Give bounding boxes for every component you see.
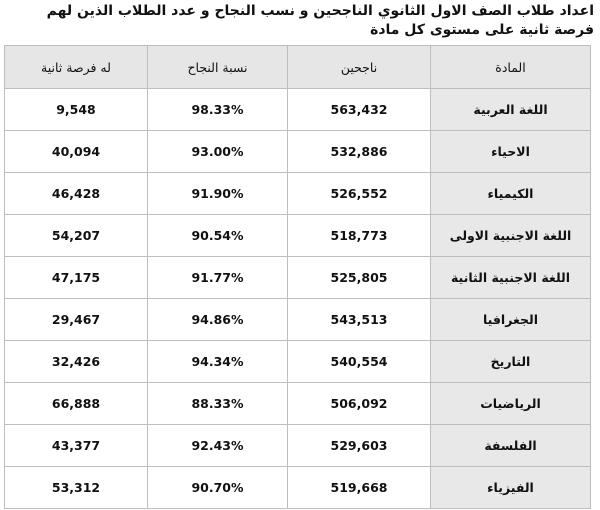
- table-row: اللغة العربية 563,432 98.33% 9,548: [4, 88, 591, 131]
- value-cell: 32,426: [4, 340, 148, 383]
- value-cell: 90.70%: [147, 466, 288, 509]
- value-cell: 29,467: [4, 298, 148, 341]
- value-cell: 91.90%: [147, 172, 288, 215]
- results-table: المادة ناجحين نسبة النجاح له فرصة ثانية الل…: [4, 45, 591, 509]
- value-cell: 540,554: [287, 340, 431, 383]
- subject-cell: التاريخ: [430, 340, 591, 383]
- subject-cell: الرياضيات: [430, 382, 591, 425]
- subject-cell: الفيزياء: [430, 466, 591, 509]
- table-row: الكيمياء 526,552 91.90% 46,428: [4, 172, 591, 215]
- value-cell: 46,428: [4, 172, 148, 215]
- value-cell: 543,513: [287, 298, 431, 341]
- value-cell: 525,805: [287, 256, 431, 299]
- value-cell: 47,175: [4, 256, 148, 299]
- value-cell: 91.77%: [147, 256, 288, 299]
- value-cell: 519,668: [287, 466, 431, 509]
- table-row: الفيزياء 519,668 90.70% 53,312: [4, 466, 591, 509]
- title: اعداد طلاب الصف الاول الثانوي الناجحين و…: [46, 3, 594, 38]
- value-cell: 53,312: [4, 466, 148, 509]
- value-cell: 90.54%: [147, 214, 288, 257]
- value-cell: 532,886: [287, 130, 431, 173]
- value-cell: 54,207: [4, 214, 148, 257]
- subject-cell: اللغة الاجنبية الثانية: [430, 256, 591, 299]
- value-cell: 88.33%: [147, 382, 288, 425]
- table-body: اللغة العربية 563,432 98.33% 9,548 الاحياء 53…: [4, 88, 591, 509]
- value-cell: 94.86%: [147, 298, 288, 341]
- column-header: له فرصة ثانية: [4, 45, 148, 89]
- value-cell: 43,377: [4, 424, 148, 467]
- value-cell: 506,092: [287, 382, 431, 425]
- value-cell: 66,888: [4, 382, 148, 425]
- column-header: المادة: [430, 45, 591, 89]
- header-row: المادة ناجحين نسبة النجاح له فرصة ثانية: [4, 45, 591, 89]
- subject-cell: اللغة العربية: [430, 88, 591, 131]
- table-row: اللغة الاجنبية الثانية 525,805 91.77% 47,17…: [4, 256, 591, 299]
- table-row: التاريخ 540,554 94.34% 32,426: [4, 340, 591, 383]
- table-row: الجغرافيا 543,513 94.86% 29,467: [4, 298, 591, 341]
- value-cell: 40,094: [4, 130, 148, 173]
- value-cell: 9,548: [4, 88, 148, 131]
- value-cell: 518,773: [287, 214, 431, 257]
- column-header: نسبة النجاح: [147, 45, 288, 89]
- value-cell: 94.34%: [147, 340, 288, 383]
- value-cell: 563,432: [287, 88, 431, 131]
- subject-cell: الاحياء: [430, 130, 591, 173]
- value-cell: 526,552: [287, 172, 431, 215]
- subject-cell: الجغرافيا: [430, 298, 591, 341]
- table-row: الاحياء 532,886 93.00% 40,094: [4, 130, 591, 173]
- value-cell: 93.00%: [147, 130, 288, 173]
- value-cell: 98.33%: [147, 88, 288, 131]
- table-row: الرياضيات 506,092 88.33% 66,888: [4, 382, 591, 425]
- subject-cell: الفلسفة: [430, 424, 591, 467]
- table-row: الفلسفة 529,603 92.43% 43,377: [4, 424, 591, 467]
- value-cell: 92.43%: [147, 424, 288, 467]
- value-cell: 529,603: [287, 424, 431, 467]
- subject-cell: اللغة الاجنبية الاولى: [430, 214, 591, 257]
- table-row: اللغة الاجنبية الاولى 518,773 90.54% 54,207: [4, 214, 591, 257]
- column-header: ناجحين: [287, 45, 431, 89]
- subject-cell: الكيمياء: [430, 172, 591, 215]
